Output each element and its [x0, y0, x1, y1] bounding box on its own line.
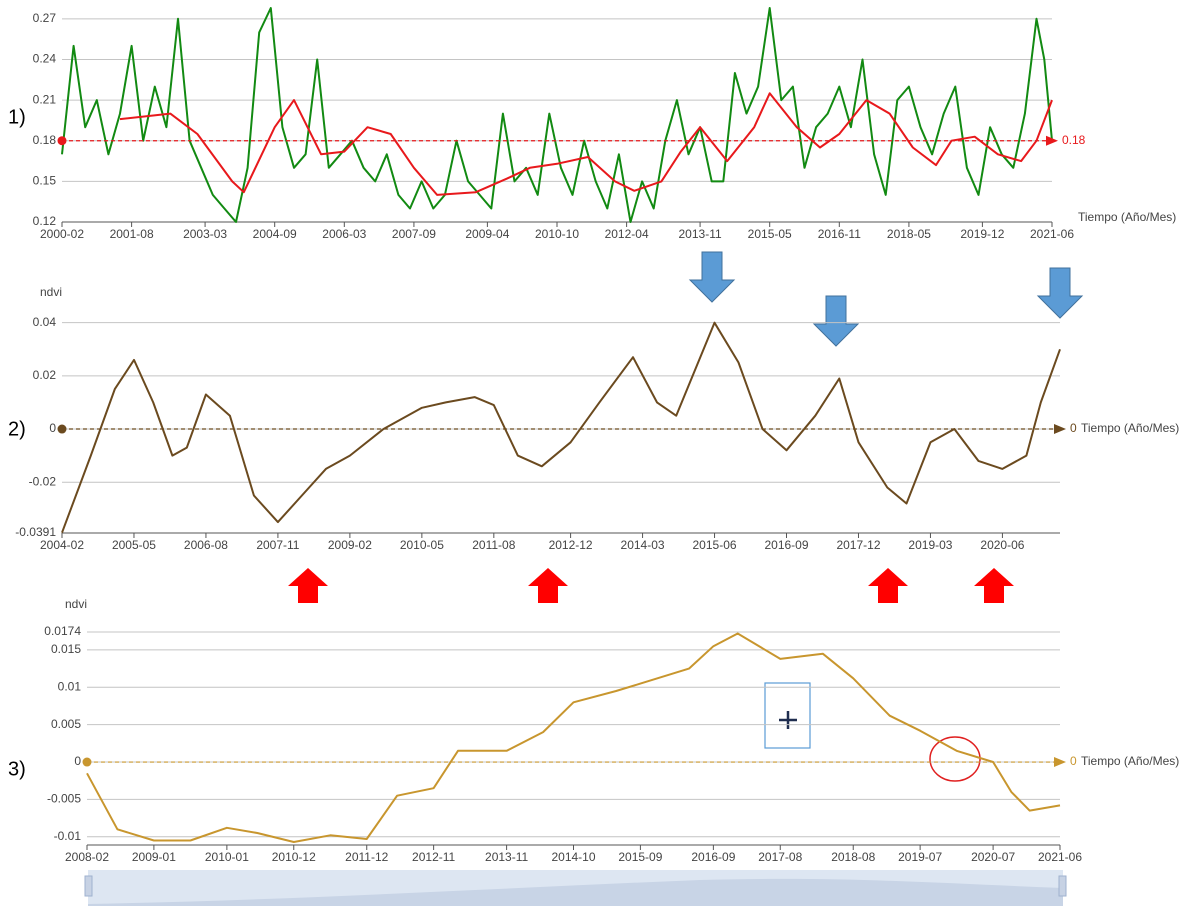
panel-label: 1): [8, 106, 26, 128]
y-tick-label: 0.15: [33, 174, 57, 188]
series-line: [86, 632, 1061, 843]
y-tick-label: -0.01: [54, 829, 82, 843]
x-tick-label: 2009-04: [465, 227, 509, 241]
x-tick-label: 2001-08: [110, 227, 154, 241]
series-line: [119, 92, 1053, 196]
x-tick-label: 2014-03: [621, 538, 665, 552]
x-tick-label: 2020-07: [971, 850, 1015, 864]
panel-label: 3): [8, 758, 26, 780]
x-tick-label: 2019-03: [908, 538, 952, 552]
y-tick-label: 0.005: [51, 717, 81, 731]
x-tick-label: 2010-01: [205, 850, 249, 864]
y-axis-label: ndvi: [65, 597, 87, 611]
y-tick-label: -0.005: [47, 792, 81, 806]
mark-line-arrow: [1046, 135, 1058, 146]
x-tick-label: 2010-12: [272, 850, 316, 864]
zoom-slider: [84, 870, 1067, 906]
x-tick-label: 2012-12: [549, 538, 593, 552]
x-axis-label: Tiempo (Año/Mes): [1078, 210, 1176, 224]
x-tick-label: 2021-06: [1030, 227, 1074, 241]
mark-line-arrow: [1054, 757, 1066, 768]
x-tick-label: 2019-12: [960, 227, 1004, 241]
series-line: [61, 321, 1061, 534]
x-tick-label: 2000-02: [40, 227, 84, 241]
x-tick-label: 2017-08: [758, 850, 802, 864]
x-tick-label: 2010-05: [400, 538, 444, 552]
x-tick-label: 2012-11: [412, 850, 455, 864]
x-tick-label: 2018-08: [831, 850, 875, 864]
x-tick-label: 2008-02: [65, 850, 109, 864]
x-tick-label: 2013-11: [679, 227, 722, 241]
x-tick-label: 2021-06: [1038, 850, 1082, 864]
red-arrows: [288, 568, 1014, 603]
x-tick-label: 2004-02: [40, 538, 84, 552]
y-tick-label: 0.12: [33, 214, 57, 228]
x-tick-label: 2018-05: [887, 227, 931, 241]
x-tick-label: 2010-10: [535, 227, 579, 241]
series-line: [61, 7, 1053, 223]
mark-line-start: [57, 136, 67, 146]
x-tick-label: 2011-12: [345, 850, 388, 864]
y-tick-label: -0.0391: [15, 525, 56, 539]
x-tick-label: 2017-12: [836, 538, 880, 552]
y-tick-label: 0.015: [51, 642, 81, 656]
crosshair: [779, 711, 797, 729]
x-tick-label: 2016-09: [764, 538, 808, 552]
panel-label: 2): [8, 418, 26, 440]
y-tick-label: 0.27: [33, 11, 57, 25]
y-tick-label: 0.04: [33, 315, 57, 329]
x-tick-label: 2007-09: [392, 227, 436, 241]
blue-arrows: [688, 251, 1084, 347]
x-tick-label: 2007-11: [256, 538, 299, 552]
x-tick-label: 2003-03: [183, 227, 227, 241]
mark-line-label: 0: [1070, 754, 1077, 768]
y-tick-label: 0.18: [33, 133, 57, 147]
x-tick-label: 2012-04: [605, 227, 649, 241]
x-tick-label: 2016-09: [691, 850, 735, 864]
mark-line-label: 0: [1070, 421, 1077, 435]
x-tick-label: 2015-05: [748, 227, 792, 241]
x-axis-label: Tiempo (Año/Mes): [1081, 421, 1179, 435]
x-tick-label: 2006-03: [322, 227, 366, 241]
x-tick-label: 2015-09: [618, 850, 662, 864]
x-axis-label: Tiempo (Año/Mes): [1081, 754, 1179, 768]
y-tick-label: 0.21: [33, 92, 57, 106]
x-tick-label: 2020-06: [980, 538, 1024, 552]
x-tick-label: 2005-05: [112, 538, 156, 552]
x-tick-label: 2006-08: [184, 538, 228, 552]
mark-line-start: [82, 757, 92, 767]
y-tick-label: 0: [49, 421, 56, 435]
y-tick-label: 0.0174: [44, 624, 81, 638]
y-tick-label: 0.02: [33, 368, 57, 382]
x-tick-label: 2016-11: [818, 227, 861, 241]
mark-line-arrow: [1054, 424, 1066, 435]
x-tick-label: 2013-11: [485, 850, 528, 864]
y-tick-label: 0.24: [33, 52, 57, 66]
x-tick-label: 2014-10: [551, 850, 595, 864]
y-tick-label: 0.01: [58, 679, 82, 693]
highlight-circle: [929, 736, 981, 782]
y-axis-label: ndvi: [40, 285, 62, 299]
x-tick-label: 2011-08: [472, 538, 515, 552]
cursor-box: [764, 682, 811, 749]
y-tick-label: -0.02: [29, 474, 57, 488]
x-tick-label: 2019-07: [898, 850, 942, 864]
y-tick-label: 0: [74, 754, 81, 768]
x-tick-label: 2009-02: [328, 538, 372, 552]
x-tick-label: 2009-01: [132, 850, 176, 864]
x-tick-label: 2004-09: [253, 227, 297, 241]
mark-line-start: [57, 424, 67, 434]
x-tick-label: 2015-06: [693, 538, 737, 552]
mark-line-label: 0.18: [1062, 133, 1086, 147]
